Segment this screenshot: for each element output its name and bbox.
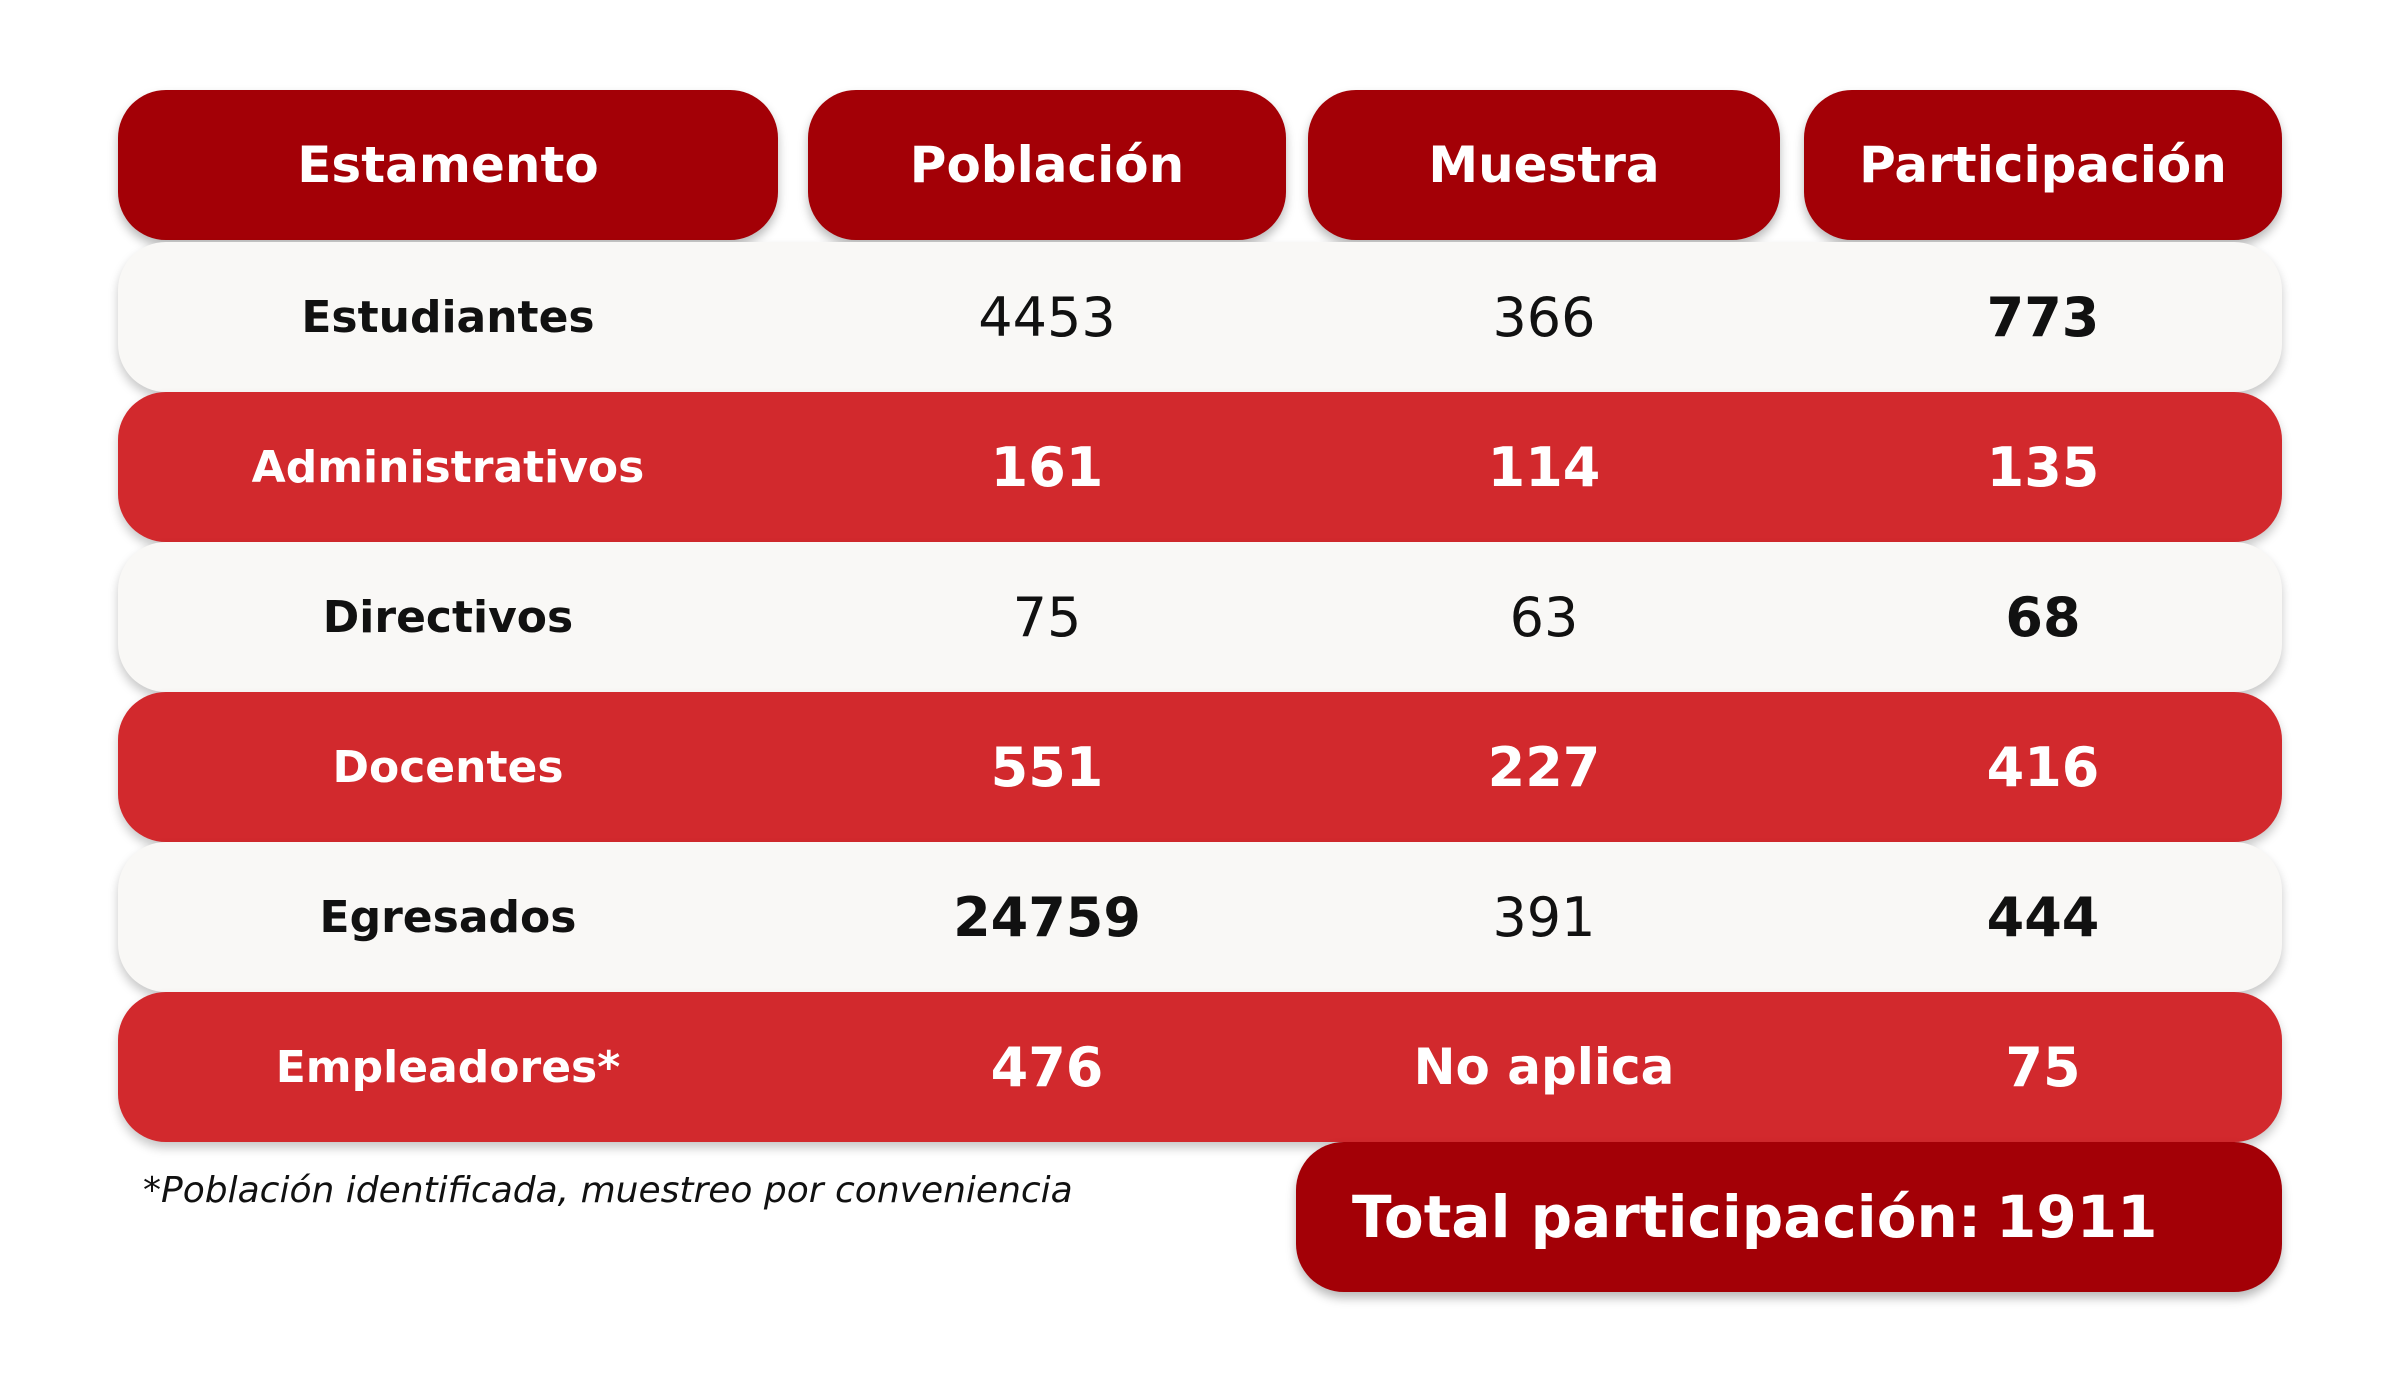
cell-muestra: 366	[1492, 285, 1596, 349]
cell-estamento: Administrativos	[251, 441, 645, 493]
cell-poblacion: 551	[990, 735, 1104, 799]
total-value: 1911	[1996, 1183, 2158, 1251]
table-row: Directivos 75 63 68	[118, 542, 2282, 692]
cell-estamento: Estudiantes	[301, 291, 595, 343]
cell-poblacion: 4453	[978, 285, 1116, 349]
cell-muestra: 114	[1487, 435, 1601, 499]
cell-poblacion: 75	[1012, 585, 1082, 649]
footnote: *Población identificada, muestreo por co…	[143, 1170, 1073, 1211]
cell-muestra: 63	[1509, 585, 1579, 649]
cell-estamento: Docentes	[332, 741, 564, 793]
table-row: Administrativos 161 114 135	[118, 392, 2282, 542]
table-row: Empleadores* 476 No aplica 75	[118, 992, 2282, 1142]
cell-participacion: 68	[2005, 585, 2081, 649]
cell-muestra: 227	[1487, 735, 1601, 799]
header-estamento: Estamento	[118, 90, 778, 240]
cell-muestra: No aplica	[1413, 1038, 1675, 1096]
cell-participacion: 135	[1986, 435, 2100, 499]
cell-participacion: 773	[1986, 285, 2100, 349]
cell-poblacion: 476	[990, 1035, 1104, 1099]
header-poblacion: Población	[808, 90, 1286, 240]
cell-participacion: 444	[1986, 885, 2100, 949]
cell-participacion: 416	[1986, 735, 2100, 799]
cell-estamento: Directivos	[322, 591, 574, 643]
total-label: Total participación:	[1352, 1183, 1982, 1251]
cell-poblacion: 24759	[953, 885, 1141, 949]
cell-estamento: Egresados	[319, 891, 577, 943]
cell-estamento: Empleadores*	[275, 1041, 621, 1093]
cell-poblacion: 161	[990, 435, 1104, 499]
total-participacion-box: Total participación: 1911	[1296, 1142, 2282, 1292]
header-muestra: Muestra	[1308, 90, 1780, 240]
cell-participacion: 75	[2005, 1035, 2081, 1099]
header-participacion: Participación	[1804, 90, 2282, 240]
table-row: Egresados 24759 391 444	[118, 842, 2282, 992]
table-row: Estudiantes 4453 366 773	[118, 242, 2282, 392]
cell-muestra: 391	[1492, 885, 1596, 949]
table-row: Docentes 551 227 416	[118, 692, 2282, 842]
